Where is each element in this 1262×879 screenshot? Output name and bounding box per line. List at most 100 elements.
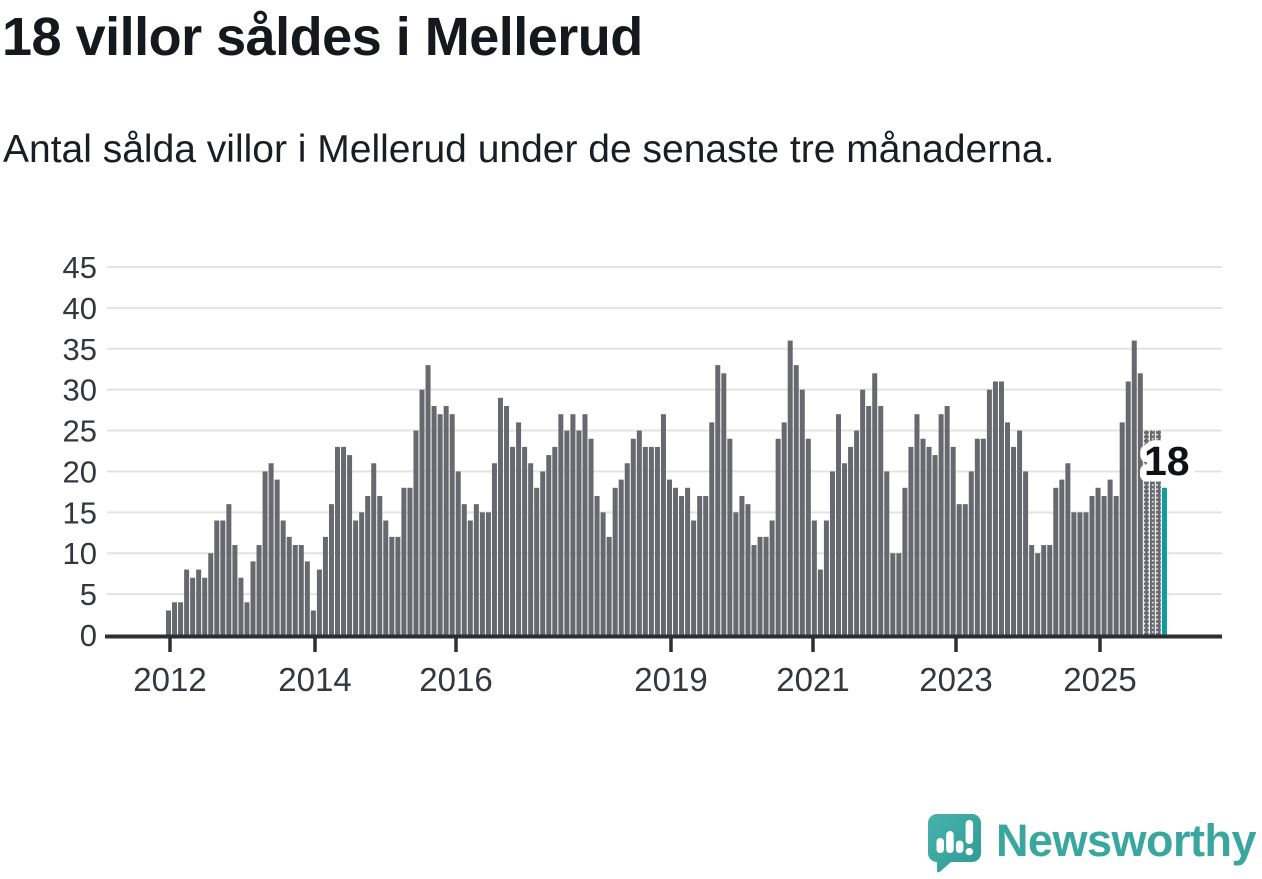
bar: [715, 365, 721, 635]
bar: [1107, 479, 1113, 635]
bar: [950, 446, 956, 635]
x-tick-label: 2025: [1063, 661, 1136, 698]
bar: [733, 512, 739, 635]
bar: [860, 389, 866, 635]
bar: [1053, 487, 1059, 635]
bar: [371, 463, 377, 635]
bar: [866, 406, 872, 635]
bar: [1017, 430, 1023, 635]
bar: [172, 602, 178, 635]
bar: [986, 389, 992, 635]
page-title: 18 villor såldes i Mellerud: [2, 7, 643, 67]
highlight-value-text: 18: [1144, 438, 1190, 484]
bar: [244, 602, 250, 635]
bar: [413, 430, 419, 635]
bar: [401, 487, 407, 635]
bar: [787, 340, 793, 635]
bar: [775, 438, 781, 635]
x-tick-label: 2021: [776, 661, 849, 698]
bar: [956, 504, 962, 635]
bar: [914, 414, 920, 635]
bar: [546, 455, 552, 635]
bar: [757, 536, 763, 635]
bar: [890, 553, 896, 635]
bar: [1071, 512, 1077, 635]
bar: [202, 577, 208, 635]
bar: [630, 438, 636, 635]
bar: [673, 487, 679, 635]
bar: [624, 463, 630, 635]
bar: [829, 471, 835, 635]
bar: [214, 520, 220, 635]
bar: [322, 536, 328, 635]
bar: [660, 414, 666, 635]
bar: [268, 463, 274, 635]
bar: [944, 406, 950, 635]
bar: [1029, 545, 1035, 635]
newsworthy-logo-text: Newsworthy: [995, 815, 1257, 866]
bar: [262, 471, 268, 635]
bar: [280, 520, 286, 635]
bar: [926, 446, 932, 635]
bar: [238, 577, 244, 635]
x-tick-label: 2012: [133, 661, 206, 698]
bar: [805, 438, 811, 635]
y-tick-label: 30: [63, 373, 97, 408]
bar: [1011, 446, 1017, 635]
bar: [347, 455, 353, 635]
bar: [606, 536, 612, 635]
y-tick-label: 10: [63, 536, 97, 571]
bar: [461, 504, 467, 635]
bar: [920, 438, 926, 635]
bar: [208, 553, 214, 635]
bar: [304, 561, 310, 635]
x-tick-label: 2014: [278, 661, 351, 698]
bar: [980, 438, 986, 635]
bar: [594, 495, 600, 635]
y-tick-label: 45: [63, 250, 97, 285]
bar: [938, 414, 944, 635]
bar: [328, 504, 334, 635]
bar: [256, 545, 262, 635]
bar: [250, 561, 256, 635]
bar: [298, 545, 304, 635]
bar: [491, 463, 497, 635]
bar: [582, 414, 588, 635]
bar: [902, 487, 908, 635]
bar: [727, 438, 733, 635]
speech-bubble-chart-icon: [927, 814, 981, 873]
bar: [437, 414, 443, 635]
bar: [286, 536, 292, 635]
newsworthy-logo: Newsworthy: [923, 809, 1257, 873]
highlight-bar: [1161, 487, 1167, 635]
bar: [455, 471, 461, 635]
bar: [226, 504, 232, 635]
bar: [1047, 545, 1053, 635]
bar: [196, 569, 202, 635]
bar: [1113, 495, 1119, 635]
bar: [377, 495, 383, 635]
bar: [588, 438, 594, 635]
bar: [479, 512, 485, 635]
bar: [848, 446, 854, 635]
bar: [419, 389, 425, 635]
bar: [745, 504, 751, 635]
bar-series: [166, 340, 1167, 635]
bar: [872, 373, 878, 635]
bar: [1065, 463, 1071, 635]
x-tick-label: 2019: [634, 661, 707, 698]
bar: [685, 487, 691, 635]
bar: [1119, 422, 1125, 635]
bar: [431, 406, 437, 635]
bar: [769, 520, 775, 635]
bar: [1095, 487, 1101, 635]
bar: [540, 471, 546, 635]
bar: [618, 479, 624, 635]
bar: [310, 610, 316, 635]
bar: [485, 512, 491, 635]
bar: [811, 520, 817, 635]
page-subtitle: Antal sålda villor i Mellerud under de s…: [3, 128, 1055, 171]
bar: [359, 512, 365, 635]
bar: [962, 504, 968, 635]
